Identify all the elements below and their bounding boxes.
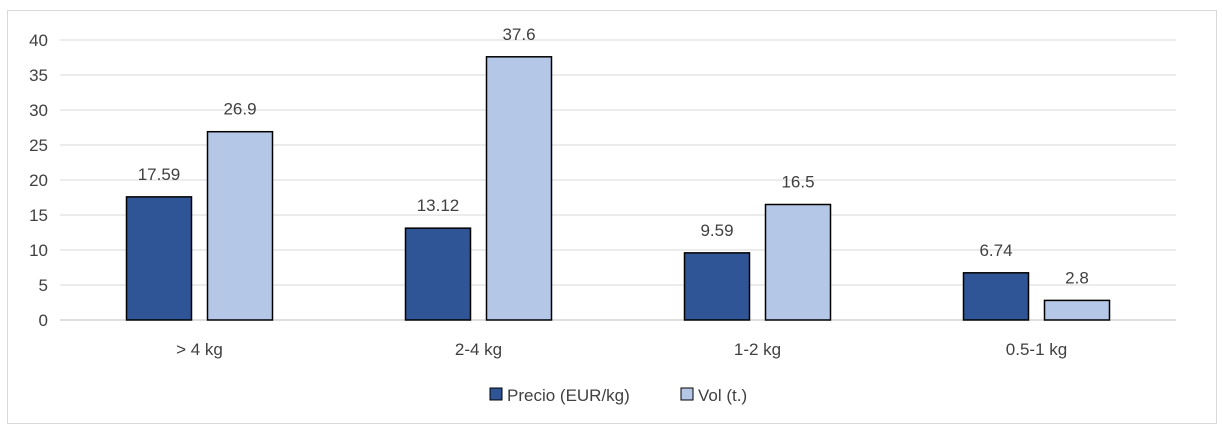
y-tick-label: 35	[29, 66, 48, 85]
x-tick-label: 0.5-1 kg	[1006, 340, 1067, 359]
data-label: 6.74	[979, 241, 1012, 260]
y-tick-label: 15	[29, 206, 48, 225]
y-tick-label: 25	[29, 136, 48, 155]
x-tick-label: 2-4 kg	[455, 340, 502, 359]
bar-vol	[206, 130, 274, 321]
data-label: 9.59	[700, 221, 733, 240]
bar-precio	[404, 227, 472, 321]
bar-vol	[1043, 299, 1111, 321]
bars	[125, 56, 1111, 321]
x-tick-label: 1-2 kg	[734, 340, 781, 359]
legend: Precio (EUR/kg) Vol (t.)	[489, 386, 747, 405]
data-labels: 17.59 26.9 13.12 37.6 9.59 16.5 6.74 2.8	[138, 25, 1089, 288]
data-label: 37.6	[502, 25, 535, 44]
data-label: 13.12	[417, 196, 460, 215]
data-label: 26.9	[223, 100, 256, 119]
y-tick-label: 5	[39, 276, 48, 295]
y-tick-label: 30	[29, 101, 48, 120]
y-axis: 0 5 10 15 20 25 30 35 40	[29, 31, 48, 330]
bar-precio	[962, 272, 1030, 321]
bar-vol	[764, 203, 832, 321]
legend-swatch-vol	[680, 387, 694, 401]
legend-label-vol: Vol (t.)	[698, 386, 747, 405]
y-tick-label: 10	[29, 241, 48, 260]
data-label: 17.59	[138, 165, 181, 184]
legend-label-precio: Precio (EUR/kg)	[507, 386, 630, 405]
x-axis: > 4 kg 2-4 kg 1-2 kg 0.5-1 kg	[176, 340, 1067, 359]
y-tick-label: 0	[39, 311, 48, 330]
y-tick-label: 40	[29, 31, 48, 50]
data-label: 2.8	[1065, 268, 1089, 287]
y-tick-label: 20	[29, 171, 48, 190]
legend-swatch-precio	[489, 387, 503, 401]
data-label: 16.5	[781, 173, 814, 192]
x-tick-label: > 4 kg	[176, 340, 223, 359]
bar-precio	[125, 196, 193, 321]
bar-vol	[485, 56, 553, 321]
bar-precio	[683, 252, 751, 321]
